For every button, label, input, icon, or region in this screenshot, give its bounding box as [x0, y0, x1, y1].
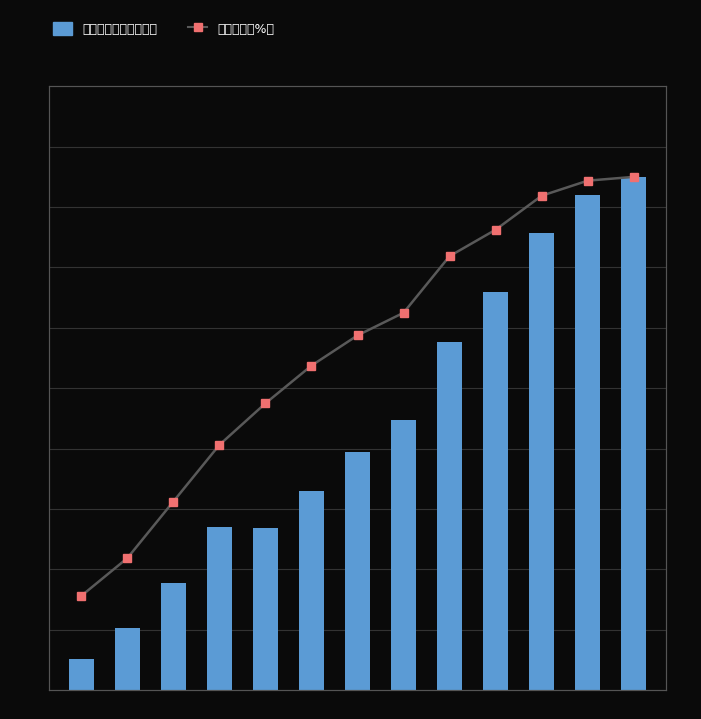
Bar [161, 583, 186, 690]
Bar [437, 342, 462, 690]
Bar [253, 528, 278, 690]
Bar [115, 628, 140, 690]
Bar [345, 452, 370, 690]
Bar [483, 292, 508, 690]
Bar [299, 491, 324, 690]
Bar [207, 526, 232, 690]
Bar [621, 178, 646, 690]
Bar [69, 659, 94, 690]
Bar [529, 233, 554, 690]
Bar [391, 420, 416, 690]
Bar [575, 195, 600, 690]
Legend: その他の住宅（万戸）, 空き家率（%）: その他の住宅（万戸）, 空き家率（%） [48, 17, 279, 41]
